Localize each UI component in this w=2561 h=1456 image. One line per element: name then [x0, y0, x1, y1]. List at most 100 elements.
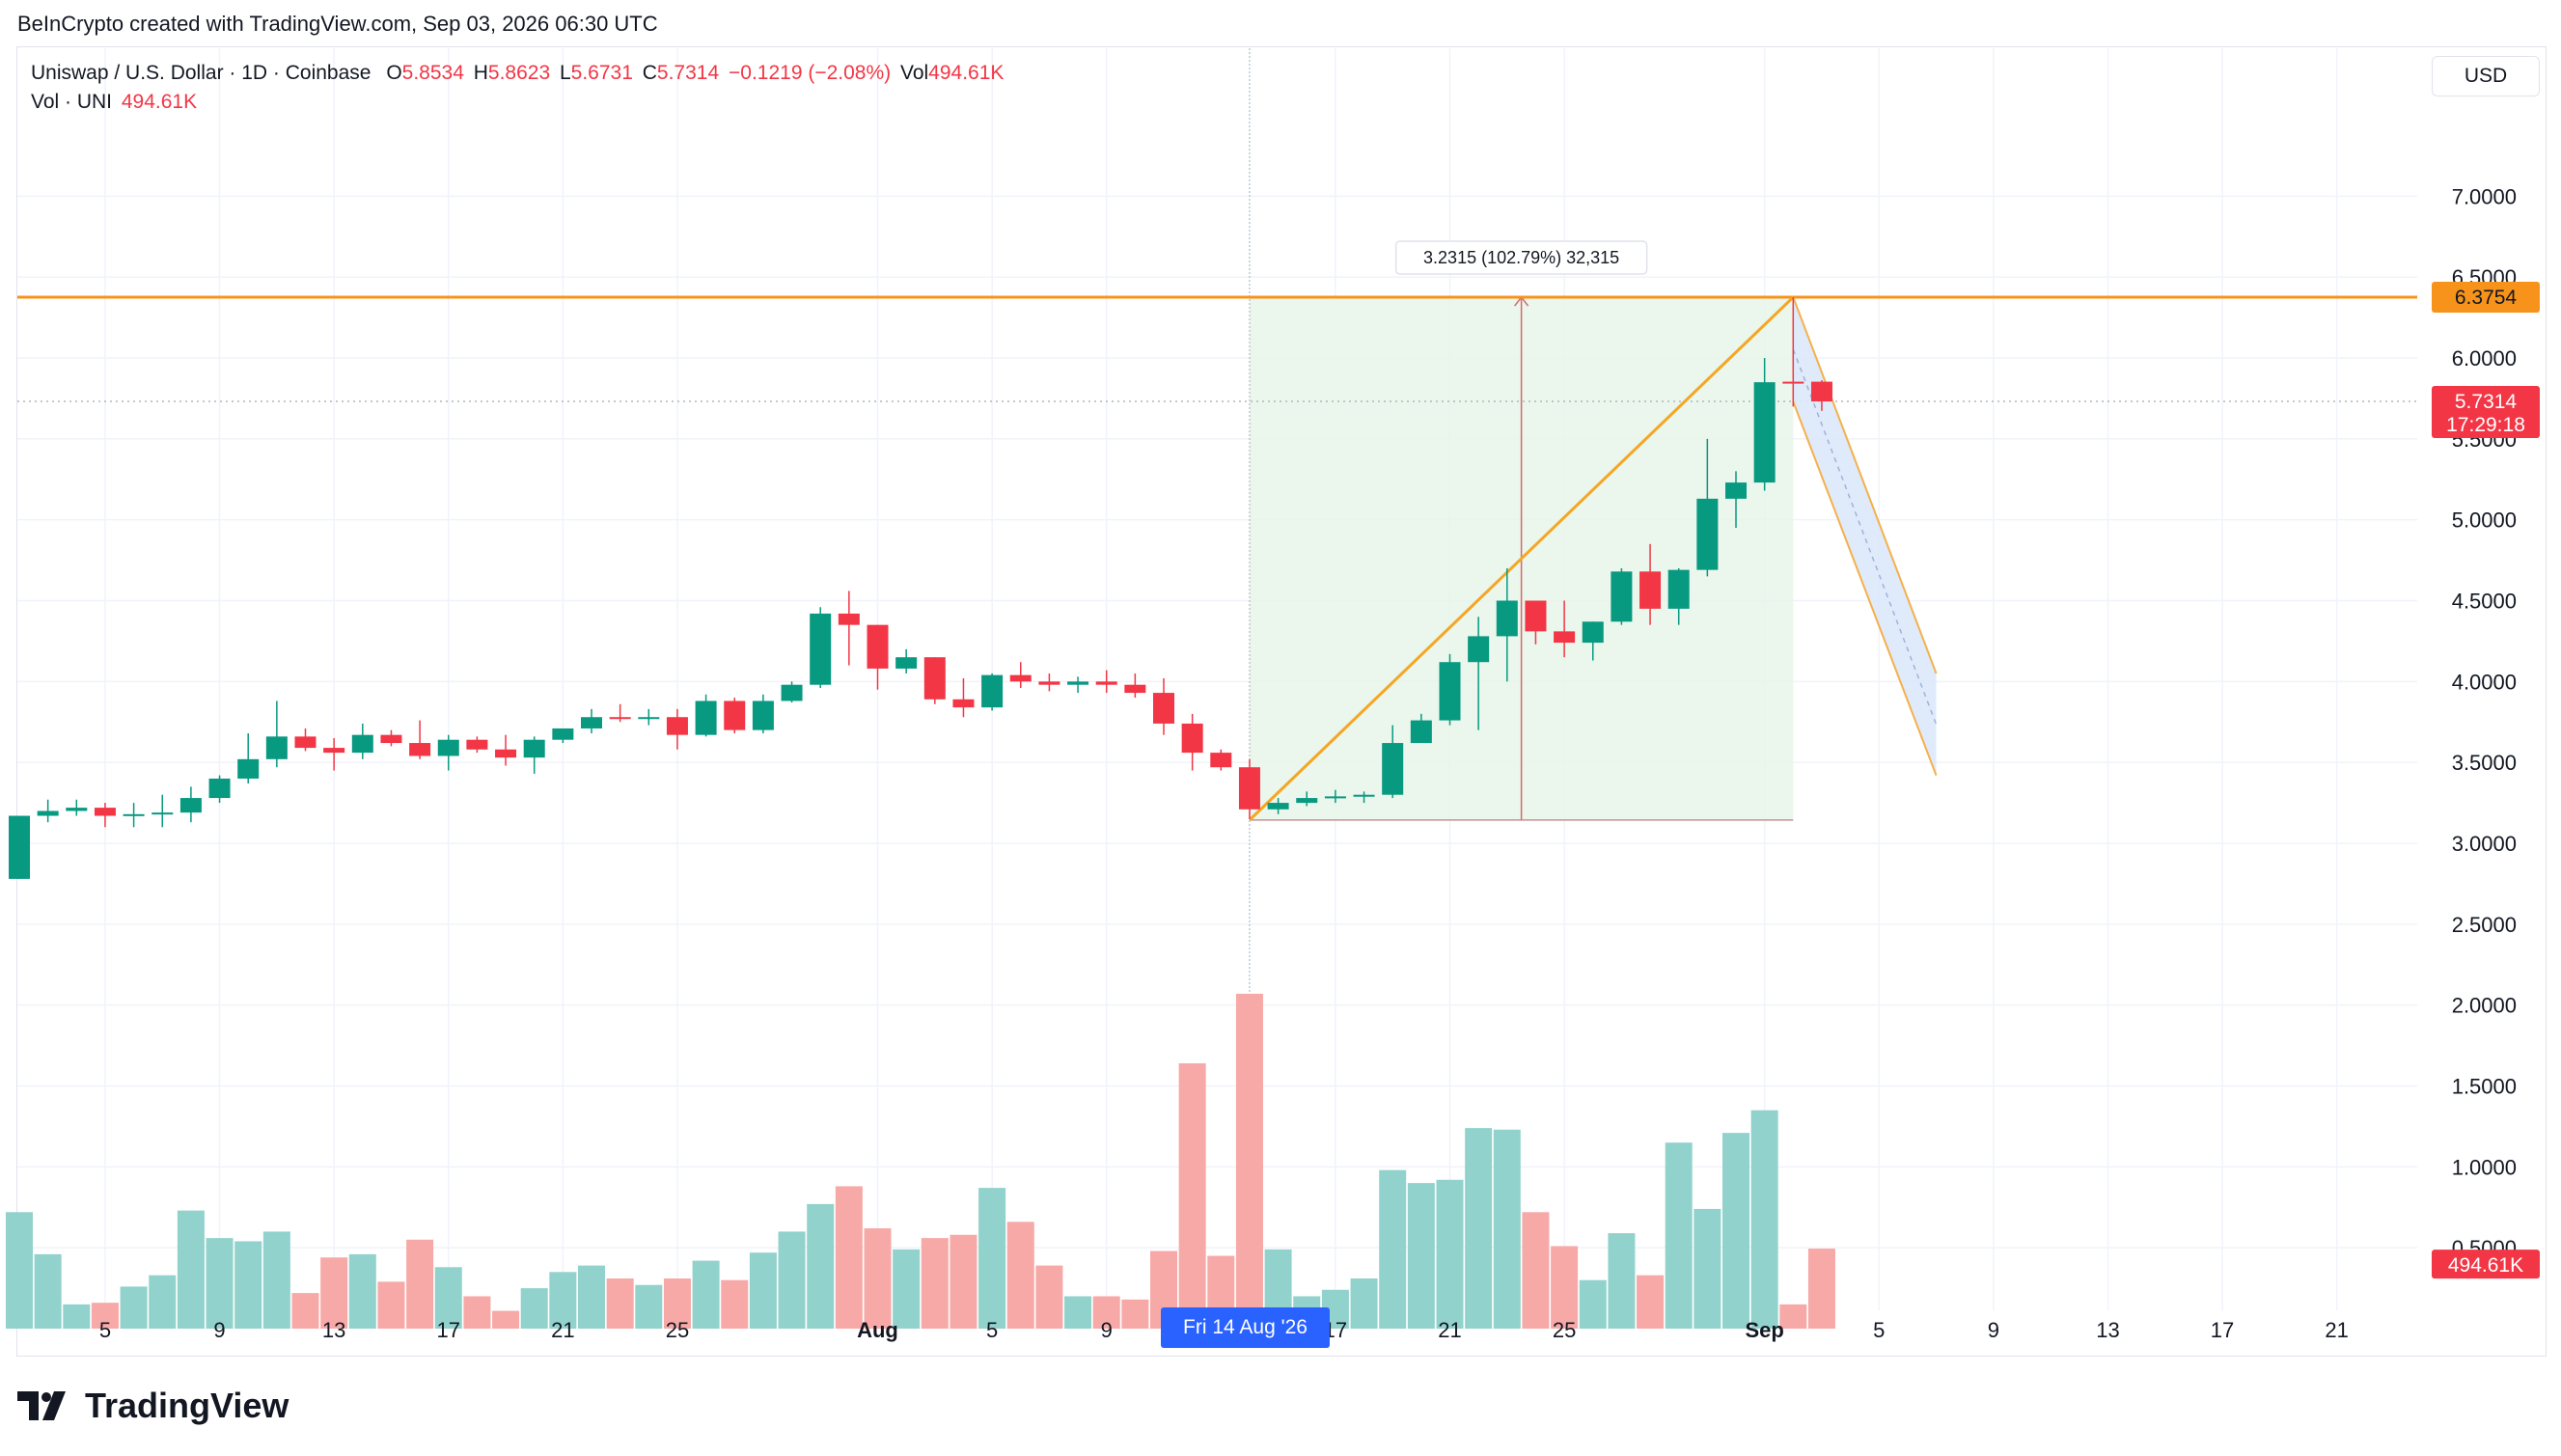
- volume-bar: [1035, 1265, 1063, 1329]
- candle-body: [37, 810, 59, 816]
- volume-bar: [348, 1253, 376, 1329]
- candle-body: [638, 717, 660, 720]
- candle-body: [695, 701, 717, 735]
- candle-body: [1410, 720, 1432, 744]
- volume-bar: [6, 1212, 33, 1329]
- legend-high-label: H: [473, 62, 488, 84]
- candle: [94, 803, 116, 828]
- resistance-price-badge-bg: [2432, 282, 2540, 314]
- candle-body: [495, 749, 517, 758]
- x-tick-label: Sep: [1745, 1318, 1783, 1342]
- candle: [1210, 749, 1232, 771]
- volume-badge-text: 494.61K: [2448, 1254, 2523, 1277]
- candle: [952, 677, 975, 718]
- volume-bar: [1493, 1129, 1521, 1329]
- last-price-badge-text: 17:29:18: [2446, 414, 2525, 436]
- volume-legend-label[interactable]: Vol · UNI: [31, 91, 113, 113]
- legend-symbol[interactable]: Uniswap / U.S. Dollar · 1D · Coinbase: [31, 62, 372, 84]
- volume-bar: [1665, 1142, 1693, 1329]
- volume-bar: [578, 1265, 605, 1329]
- candle: [923, 657, 946, 704]
- candle: [552, 728, 574, 744]
- candle: [437, 734, 459, 771]
- volume-bar: [1178, 1063, 1206, 1329]
- candle: [1810, 380, 1832, 411]
- legend-vol-label: Vol: [899, 62, 929, 84]
- currency-button[interactable]: USD: [2432, 56, 2540, 96]
- candle: [838, 591, 860, 666]
- x-axis-labels: 5 9 13 17 21 25 Aug 5 9 17 21 25 Sep 5 9 13 17 21: [99, 1318, 2349, 1342]
- candle-body: [1095, 681, 1117, 685]
- y-tick-label: 1.0000: [2452, 1155, 2517, 1179]
- candle-body: [838, 613, 860, 625]
- candle-body: [9, 815, 30, 879]
- candle-body: [1696, 498, 1719, 570]
- candle-body: [1210, 753, 1232, 768]
- candle: [638, 708, 660, 726]
- candle: [1410, 713, 1432, 744]
- candle: [1324, 789, 1346, 804]
- candle-body: [581, 717, 602, 728]
- volume-legend-value: 494.61K: [121, 91, 198, 113]
- candle: [981, 673, 1004, 711]
- volume-bar: [206, 1238, 234, 1329]
- volume-bar: [1807, 1249, 1835, 1329]
- volume-bar: [635, 1284, 663, 1329]
- candle-body: [981, 674, 1004, 708]
- candle: [66, 799, 88, 816]
- volume-bar: [835, 1186, 863, 1329]
- tradingview-logo[interactable]: TradingView: [17, 1386, 289, 1426]
- candle: [294, 728, 317, 752]
- volume-bar: [1551, 1246, 1579, 1329]
- y-tick-label: 2.5000: [2452, 913, 2517, 937]
- volume-bar: [1006, 1222, 1034, 1329]
- volume-bar: [1722, 1133, 1749, 1329]
- volume-bar: [320, 1257, 348, 1329]
- candle-body: [151, 812, 174, 815]
- candle: [1153, 677, 1174, 735]
- legend-close-label: C: [642, 62, 657, 84]
- crosshair-date-badge: Fri 14 Aug '26: [1161, 1307, 1330, 1348]
- candle: [1009, 662, 1032, 689]
- candle-body: [1238, 767, 1260, 810]
- candle-body: [752, 701, 774, 730]
- y-tick-label: 2.0000: [2452, 994, 2517, 1018]
- rising-trend-line: [1248, 295, 1795, 821]
- volume-bar: [520, 1288, 548, 1329]
- x-tick-label: 21: [551, 1318, 574, 1342]
- volume-bar: [377, 1281, 405, 1329]
- candle: [351, 723, 373, 759]
- y-tick-label: 3.0000: [2452, 832, 2517, 856]
- candle: [609, 703, 631, 723]
- candle-body: [294, 736, 317, 749]
- volume-bar: [721, 1279, 749, 1329]
- volume-bar: [807, 1203, 835, 1329]
- tradingview-logo-icon: [17, 1391, 66, 1420]
- candle-body: [724, 701, 746, 730]
- candle-body: [1153, 693, 1174, 724]
- x-tick-label: 21: [2325, 1318, 2348, 1342]
- candle: [1353, 791, 1375, 804]
- volume-bar: [1637, 1275, 1665, 1329]
- candle: [781, 681, 803, 703]
- volume-bar: [1407, 1183, 1435, 1329]
- x-tick-label: 9: [1988, 1318, 1999, 1342]
- legend-open-value: 5.8534: [401, 62, 464, 84]
- measure-label-box: [1394, 240, 1648, 275]
- candles: [9, 297, 1832, 879]
- chart-frame[interactable]: [16, 46, 2547, 1357]
- candle-body: [1725, 482, 1747, 499]
- x-tick-label: 5: [1873, 1318, 1885, 1342]
- volume-bar: [1608, 1233, 1636, 1329]
- candle: [1238, 758, 1260, 819]
- candle: [1067, 676, 1089, 694]
- candle: [1496, 567, 1518, 682]
- volume-bar: [149, 1275, 177, 1329]
- candle: [666, 708, 688, 750]
- candle-body: [323, 748, 345, 754]
- x-tick-label: 25: [1553, 1318, 1576, 1342]
- volume-bars: [6, 993, 1835, 1329]
- volume-bar: [692, 1260, 720, 1329]
- candle: [752, 694, 774, 733]
